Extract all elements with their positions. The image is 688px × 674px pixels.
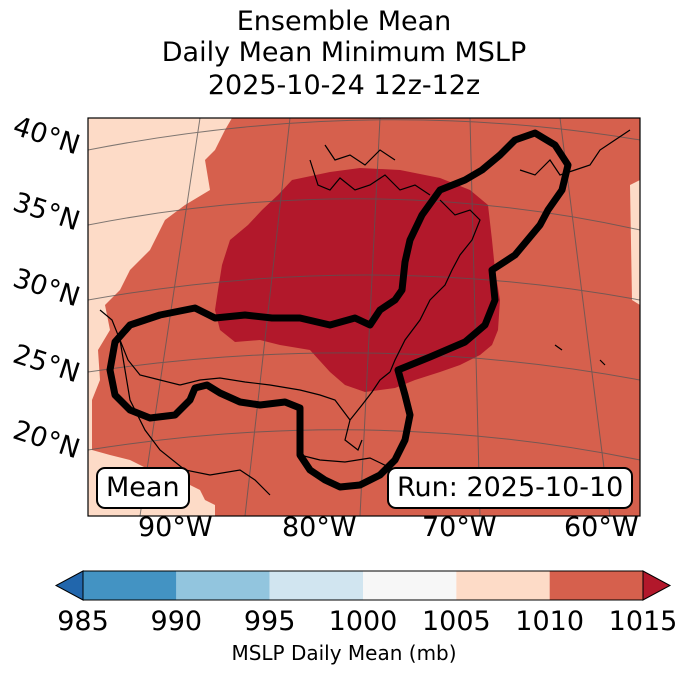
title-line-1: Ensemble Mean bbox=[236, 6, 452, 37]
colorbar-label: MSLP Daily Mean (mb) bbox=[231, 641, 457, 665]
colorbar-cell bbox=[269, 571, 363, 600]
run-date-label-box: Run: 2025-10-10 bbox=[387, 467, 634, 509]
title-line-2: Daily Mean Minimum MSLP bbox=[161, 37, 527, 68]
colorbar-cell bbox=[176, 571, 270, 600]
map-panel bbox=[87, 117, 641, 517]
colorbar-tick-label: 1010 bbox=[515, 606, 585, 637]
lon-label-80w: 80°W bbox=[282, 512, 357, 543]
pressure-field-above-1015 bbox=[215, 168, 500, 392]
lon-label-90w: 90°W bbox=[138, 512, 213, 543]
colorbar-cell bbox=[456, 571, 550, 600]
mean-label-box: Mean bbox=[96, 467, 190, 509]
colorbar-tick-label: 1000 bbox=[328, 606, 398, 637]
colorbar-tick-label: 1005 bbox=[421, 606, 491, 637]
colorbar-cell bbox=[363, 571, 457, 600]
colorbar-cell bbox=[83, 571, 177, 600]
colorbar-extend-min bbox=[54, 570, 84, 601]
colorbar-tick-label: 985 bbox=[57, 606, 109, 637]
colorbar-outline bbox=[82, 570, 644, 601]
colorbar-tick-label: 1015 bbox=[608, 606, 678, 637]
colorbar-cell bbox=[549, 571, 643, 600]
title-line-3: 2025-10-24 12z-12z bbox=[207, 70, 481, 101]
colorbar-extend-max bbox=[642, 570, 672, 601]
mean-contour-line bbox=[106, 129, 572, 491]
lon-label-60w: 60°W bbox=[564, 512, 639, 543]
colorbar-tick-label: 990 bbox=[150, 606, 203, 637]
lon-label-70w: 70°W bbox=[422, 512, 497, 543]
colorbar-tick-label: 995 bbox=[243, 606, 296, 637]
